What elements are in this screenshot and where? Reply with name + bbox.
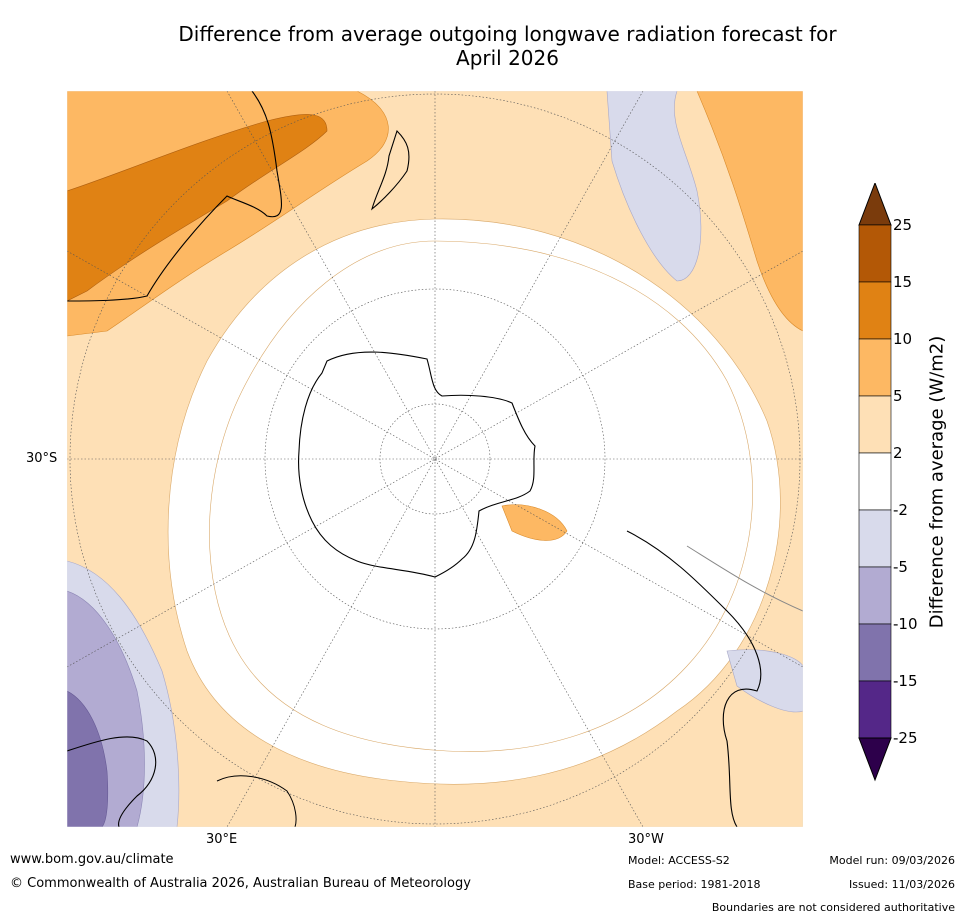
anomaly-band-neg10-neg15 [67, 690, 109, 827]
colorbar-tick-5: 5 [893, 387, 903, 405]
colorbar-tick-25: 25 [893, 216, 913, 234]
lon-label-30w: 30°W [628, 832, 664, 847]
anomaly-band-2-5 [67, 91, 803, 827]
anomaly-band-5-10-west [67, 91, 389, 337]
africa-outline [67, 736, 157, 827]
graticule-lat-60s [264, 288, 606, 630]
colorbar-tick-neg15: -15 [893, 672, 918, 690]
anomaly-band-neg2-neg5-east [606, 91, 702, 282]
colorbar-tick-neg25: -25 [893, 729, 918, 747]
anomaly-band-5-10-east [696, 91, 803, 332]
antarctica-outline [298, 351, 536, 578]
lat-label-30s: 30°S [26, 451, 58, 466]
footer-model: Model: ACCESS-S2 [628, 854, 730, 867]
colorbar-tick-neg2: -2 [893, 501, 908, 519]
colorbar-seg-10-15 [858, 281, 892, 340]
colorbar-seg-neg5-neg2 [858, 509, 892, 568]
map-title: Difference from average outgoing longwav… [60, 22, 955, 70]
footer-model-run: Model run: 09/03/2026 [829, 854, 955, 867]
anomaly-interior [209, 240, 753, 752]
lon-label-30e: 30°E [206, 832, 238, 847]
new-zealand-outline [371, 129, 410, 211]
anomaly-band-10-15 [67, 114, 328, 302]
colorbar-seg-15-25 [858, 224, 892, 283]
footer-disclaimer: Boundaries are not considered authoritat… [711, 901, 955, 914]
colorbar-seg-neg15-neg10 [858, 623, 892, 682]
footer-copyright: © Commonwealth of Australia 2026, Austra… [10, 876, 471, 891]
footer-url: www.bom.gov.au/climate [10, 852, 174, 867]
colorbar [858, 183, 892, 782]
australia-outline [67, 91, 283, 302]
colorbar-extend-max [858, 183, 892, 226]
anomaly-band-5-10-south [501, 504, 568, 541]
south-america-border [686, 545, 803, 612]
graticule [67, 91, 803, 827]
colorbar-tick-2: 2 [893, 444, 903, 462]
anomaly-band-neg2-neg5-southeast [726, 649, 803, 713]
colorbar-seg-2-5 [858, 395, 892, 454]
colorbar-title: Difference from average (W/m2) [926, 335, 948, 629]
colorbar-tick-10: 10 [893, 330, 913, 348]
colorbar-seg-neg10-neg5 [858, 566, 892, 625]
colorbar-tick-15: 15 [893, 273, 913, 291]
map-title-line2: April 2026 [456, 46, 559, 70]
colorbar-seg-neg25-neg15 [858, 680, 892, 739]
colorbar-seg-5-10 [858, 338, 892, 397]
footer-issued: Issued: 11/03/2026 [848, 878, 955, 891]
colorbar-tick-neg10: -10 [893, 615, 918, 633]
polar-map [67, 91, 803, 827]
south-america-outline [626, 530, 762, 827]
colorbar-tick-neg5: -5 [893, 558, 908, 576]
colorbar-extend-min [858, 737, 892, 782]
colorbar-seg-neg2-2 [858, 452, 892, 511]
madagascar-outline [216, 775, 297, 827]
footer-base-period: Base period: 1981-2018 [628, 878, 761, 891]
map-title-line1: Difference from average outgoing longwav… [178, 22, 837, 46]
